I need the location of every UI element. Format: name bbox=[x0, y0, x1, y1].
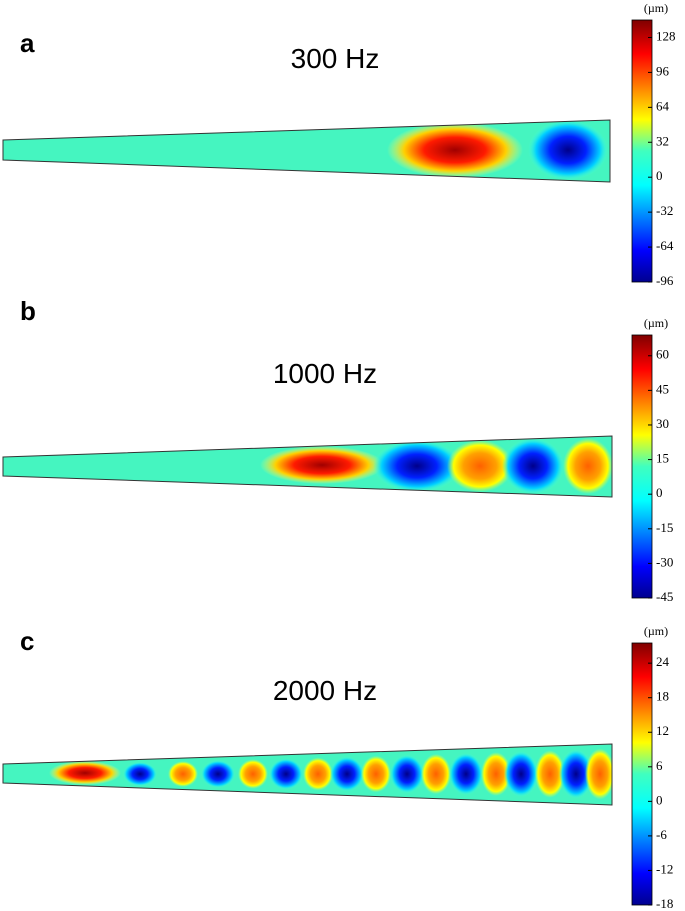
displacement-lobe bbox=[49, 761, 121, 785]
colorbar-tick-label: 64 bbox=[656, 98, 670, 113]
displacement-lobe bbox=[528, 120, 608, 180]
displacement-lobe bbox=[481, 752, 511, 796]
colorbar-tick-label: -30 bbox=[656, 554, 673, 569]
field bbox=[3, 436, 612, 497]
colorbar-tick-label: -15 bbox=[656, 520, 673, 535]
colorbar-tick-label: 32 bbox=[656, 133, 669, 148]
colorbar-tick-label: 15 bbox=[656, 451, 669, 466]
displacement-lobe bbox=[303, 757, 333, 791]
displacement-lobe bbox=[387, 122, 523, 178]
displacement-lobe bbox=[447, 440, 513, 492]
colorbar-tick-label: -18 bbox=[656, 896, 673, 911]
displacement-lobe bbox=[168, 761, 198, 787]
colorbar bbox=[631, 19, 653, 283]
colorbar-tick-label: 0 bbox=[656, 792, 663, 807]
panel-label: b bbox=[20, 296, 36, 326]
colorbar-tick-label: 30 bbox=[656, 416, 669, 431]
colorbar-tick-label: 96 bbox=[656, 63, 670, 78]
displacement-lobe bbox=[201, 760, 235, 788]
displacement-lobe bbox=[502, 438, 564, 494]
colorbar-tick-label: 12 bbox=[656, 723, 669, 738]
colorbar-tick-label: -12 bbox=[656, 861, 673, 876]
colorbar-tick-label: 24 bbox=[656, 654, 670, 669]
field bbox=[3, 744, 612, 805]
colorbar-tick-label: 0 bbox=[656, 168, 663, 183]
colorbar-tick-label: 18 bbox=[656, 689, 669, 704]
colorbar bbox=[631, 334, 653, 599]
colorbar-tick-label: -6 bbox=[656, 827, 667, 842]
displacement-lobe bbox=[373, 440, 461, 492]
panel-title: 2000 Hz bbox=[273, 675, 377, 706]
displacement-lobe bbox=[238, 759, 268, 789]
colorbar-tick-label: 128 bbox=[656, 28, 676, 43]
displacement-lobe bbox=[563, 438, 612, 494]
displacement-lobe bbox=[449, 753, 483, 795]
displacement-lobe bbox=[330, 756, 364, 792]
panel-label: a bbox=[20, 28, 35, 58]
displacement-lobe bbox=[269, 758, 303, 790]
domain-outline bbox=[2, 119, 611, 183]
colorbar-tick-label: -64 bbox=[656, 238, 674, 253]
colorbar-unit: (µm) bbox=[644, 316, 668, 330]
colorbar-unit: (µm) bbox=[644, 1, 668, 15]
colorbar-tick-label: -32 bbox=[656, 203, 673, 218]
displacement-lobe bbox=[260, 446, 384, 484]
displacement-lobe bbox=[504, 751, 538, 797]
domain-outline bbox=[2, 435, 613, 498]
colorbar bbox=[631, 642, 653, 906]
colorbar-tick-label: -96 bbox=[656, 273, 674, 288]
colorbar-tick-label: -45 bbox=[656, 589, 673, 604]
displacement-lobe bbox=[361, 755, 391, 793]
colorbar-tick-label: 60 bbox=[656, 347, 669, 362]
displacement-lobe bbox=[123, 762, 157, 786]
panel-label: c bbox=[20, 626, 34, 656]
colorbar-tick-label: 6 bbox=[656, 758, 663, 773]
displacement-lobe bbox=[535, 750, 565, 798]
displacement-lobe bbox=[390, 754, 424, 794]
displacement-lobe bbox=[559, 749, 593, 799]
colorbar-tick-label: 45 bbox=[656, 381, 669, 396]
field bbox=[3, 120, 610, 182]
panel-title: 300 Hz bbox=[291, 43, 380, 74]
panel-title: 1000 Hz bbox=[273, 358, 377, 389]
colorbar-unit: (µm) bbox=[644, 624, 668, 638]
displacement-lobe bbox=[421, 753, 451, 795]
domain-outline bbox=[2, 743, 613, 806]
displacement-lobe bbox=[585, 748, 612, 800]
colorbar-tick-label: 0 bbox=[656, 485, 663, 500]
